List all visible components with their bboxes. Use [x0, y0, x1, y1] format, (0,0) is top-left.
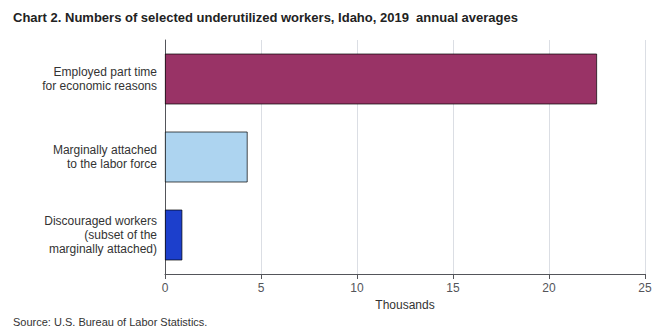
svg-text:5: 5: [258, 281, 265, 295]
svg-text:Employed part time: Employed part time: [54, 65, 158, 79]
svg-text:25: 25: [638, 281, 652, 295]
svg-text:Thousands: Thousands: [375, 298, 434, 312]
svg-text:marginally attached): marginally attached): [49, 242, 157, 256]
svg-text:10: 10: [350, 281, 364, 295]
svg-text:Source: U.S. Bureau of Labor S: Source: U.S. Bureau of Labor Statistics.: [13, 316, 207, 328]
svg-text:0: 0: [162, 281, 169, 295]
svg-text:15: 15: [446, 281, 460, 295]
svg-text:(subset of the: (subset of the: [84, 228, 157, 242]
svg-text:for economic reasons: for economic reasons: [42, 79, 157, 93]
svg-text:to the labor force: to the labor force: [67, 157, 157, 171]
svg-text:Chart 2. Numbers of selected u: Chart 2. Numbers of selected underutiliz…: [13, 10, 518, 25]
svg-text:Marginally attached: Marginally attached: [53, 143, 157, 157]
svg-text:Discouraged workers: Discouraged workers: [44, 214, 157, 228]
svg-text:20: 20: [542, 281, 556, 295]
